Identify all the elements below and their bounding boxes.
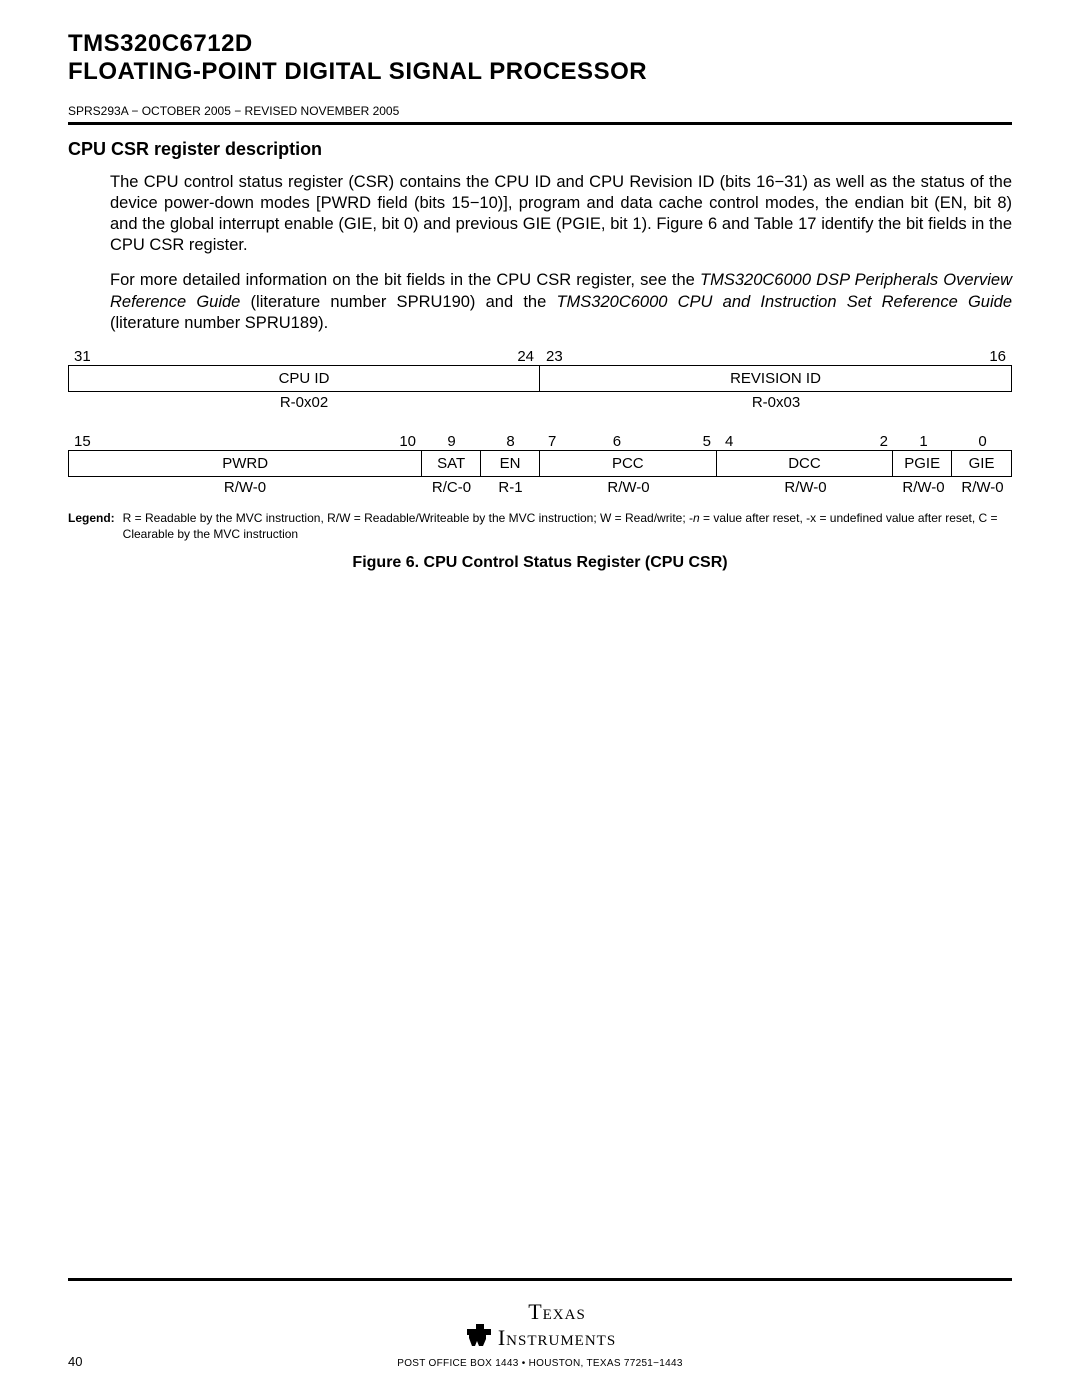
reset-cpu-id: R-0x02	[68, 392, 540, 411]
reset-pgie: R/W-0	[894, 477, 953, 496]
ti-t: T	[528, 1299, 542, 1324]
reset-pcc: R/W-0	[540, 477, 717, 496]
title-line-1: TMS320C6712D	[68, 30, 1012, 58]
paragraph-1: The CPU control status register (CSR) co…	[110, 172, 1012, 256]
field-revision-id: REVISION ID	[540, 366, 1011, 391]
field-gie: GIE	[952, 451, 1011, 476]
footer: 40 Texas Instruments POST OFFICE BOX 144…	[68, 1278, 1012, 1369]
ti-name: Texas Instruments	[498, 1299, 616, 1351]
doc-code: SPRS293A − OCTOBER 2005 − REVISED NOVEMB…	[68, 104, 1012, 118]
bit-2: 2	[880, 433, 894, 450]
field-cpu-id: CPU ID	[69, 366, 540, 391]
bit-31: 31	[74, 348, 91, 365]
footer-rule	[68, 1278, 1012, 1281]
reset-pwrd: R/W-0	[68, 477, 422, 496]
ti-address: POST OFFICE BOX 1443 • HOUSTON, TEXAS 77…	[397, 1358, 683, 1369]
bit-15: 15	[74, 433, 91, 450]
bit-8: 8	[481, 433, 540, 450]
bit-24: 24	[517, 348, 534, 365]
bit-4: 4	[723, 433, 733, 450]
bit-5: 5	[703, 433, 717, 450]
field-pcc: PCC	[540, 451, 717, 476]
bitnums-row2: 15 10 9 8 7 6 5 4 2 1 0	[68, 433, 1012, 450]
legend-n: n	[693, 511, 700, 525]
reset-en: R-1	[481, 477, 540, 496]
bit-7: 7	[546, 433, 556, 450]
register-diagram: 31 24 23 16 CPU ID REVISION ID R-0x02 R-…	[68, 348, 1012, 572]
reset-row-1: R-0x02 R-0x03	[68, 392, 1012, 411]
ti-logo-block: Texas Instruments POST OFFICE BOX 1443 •…	[397, 1299, 683, 1369]
field-pgie: PGIE	[893, 451, 952, 476]
field-sat: SAT	[422, 451, 481, 476]
reg-row-1: CPU ID REVISION ID	[68, 365, 1012, 392]
reset-row-2: R/W-0 R/C-0 R-1 R/W-0 R/W-0 R/W-0 R/W-0	[68, 477, 1012, 496]
field-pwrd: PWRD	[69, 451, 422, 476]
page-number: 40	[68, 1354, 82, 1369]
reset-dcc: R/W-0	[717, 477, 894, 496]
reset-sat: R/C-0	[422, 477, 481, 496]
legend-text: R = Readable by the MVC instruction, R/W…	[123, 510, 1012, 542]
figure-caption: Figure 6. CPU Control Status Register (C…	[68, 554, 1012, 572]
ti-logo-icon	[464, 1321, 494, 1351]
legend-a: R = Readable by the MVC instruction, R/W…	[123, 511, 693, 525]
bit-1: 1	[894, 433, 953, 450]
header-block: TMS320C6712D FLOATING-POINT DIGITAL SIGN…	[68, 30, 1012, 118]
bit-23: 23	[546, 348, 563, 365]
bitnums-row1: 31 24 23 16	[68, 348, 1012, 365]
legend: Legend: R = Readable by the MVC instruct…	[68, 510, 1012, 542]
legend-label: Legend:	[68, 510, 123, 542]
ti-exas: exas	[543, 1299, 586, 1324]
bit-0: 0	[953, 433, 1012, 450]
ti-i: I	[498, 1325, 506, 1350]
paragraph-2: For more detailed information on the bit…	[110, 270, 1012, 333]
reset-gie: R/W-0	[953, 477, 1012, 496]
bit-16: 16	[989, 348, 1006, 365]
title-line-2: FLOATING-POINT DIGITAL SIGNAL PROCESSOR	[68, 58, 1012, 86]
bit-10: 10	[399, 433, 422, 450]
p2-text-c: (literature number SPRU189).	[110, 314, 328, 332]
bit-9: 9	[422, 433, 481, 450]
ti-nstruments: nstruments	[506, 1325, 616, 1350]
p2-text-a: For more detailed information on the bit…	[110, 271, 700, 289]
field-en: EN	[481, 451, 540, 476]
reg-row-2: PWRD SAT EN PCC DCC PGIE GIE	[68, 450, 1012, 477]
field-dcc: DCC	[717, 451, 894, 476]
section-heading: CPU CSR register description	[68, 139, 1012, 160]
header-rule	[68, 122, 1012, 125]
bit-6: 6	[613, 433, 621, 450]
reset-revision-id: R-0x03	[540, 392, 1012, 411]
p2-text-b: (literature number SPRU190) and the	[240, 293, 556, 311]
p2-ital-2: TMS320C6000 CPU and Instruction Set Refe…	[556, 293, 1012, 311]
